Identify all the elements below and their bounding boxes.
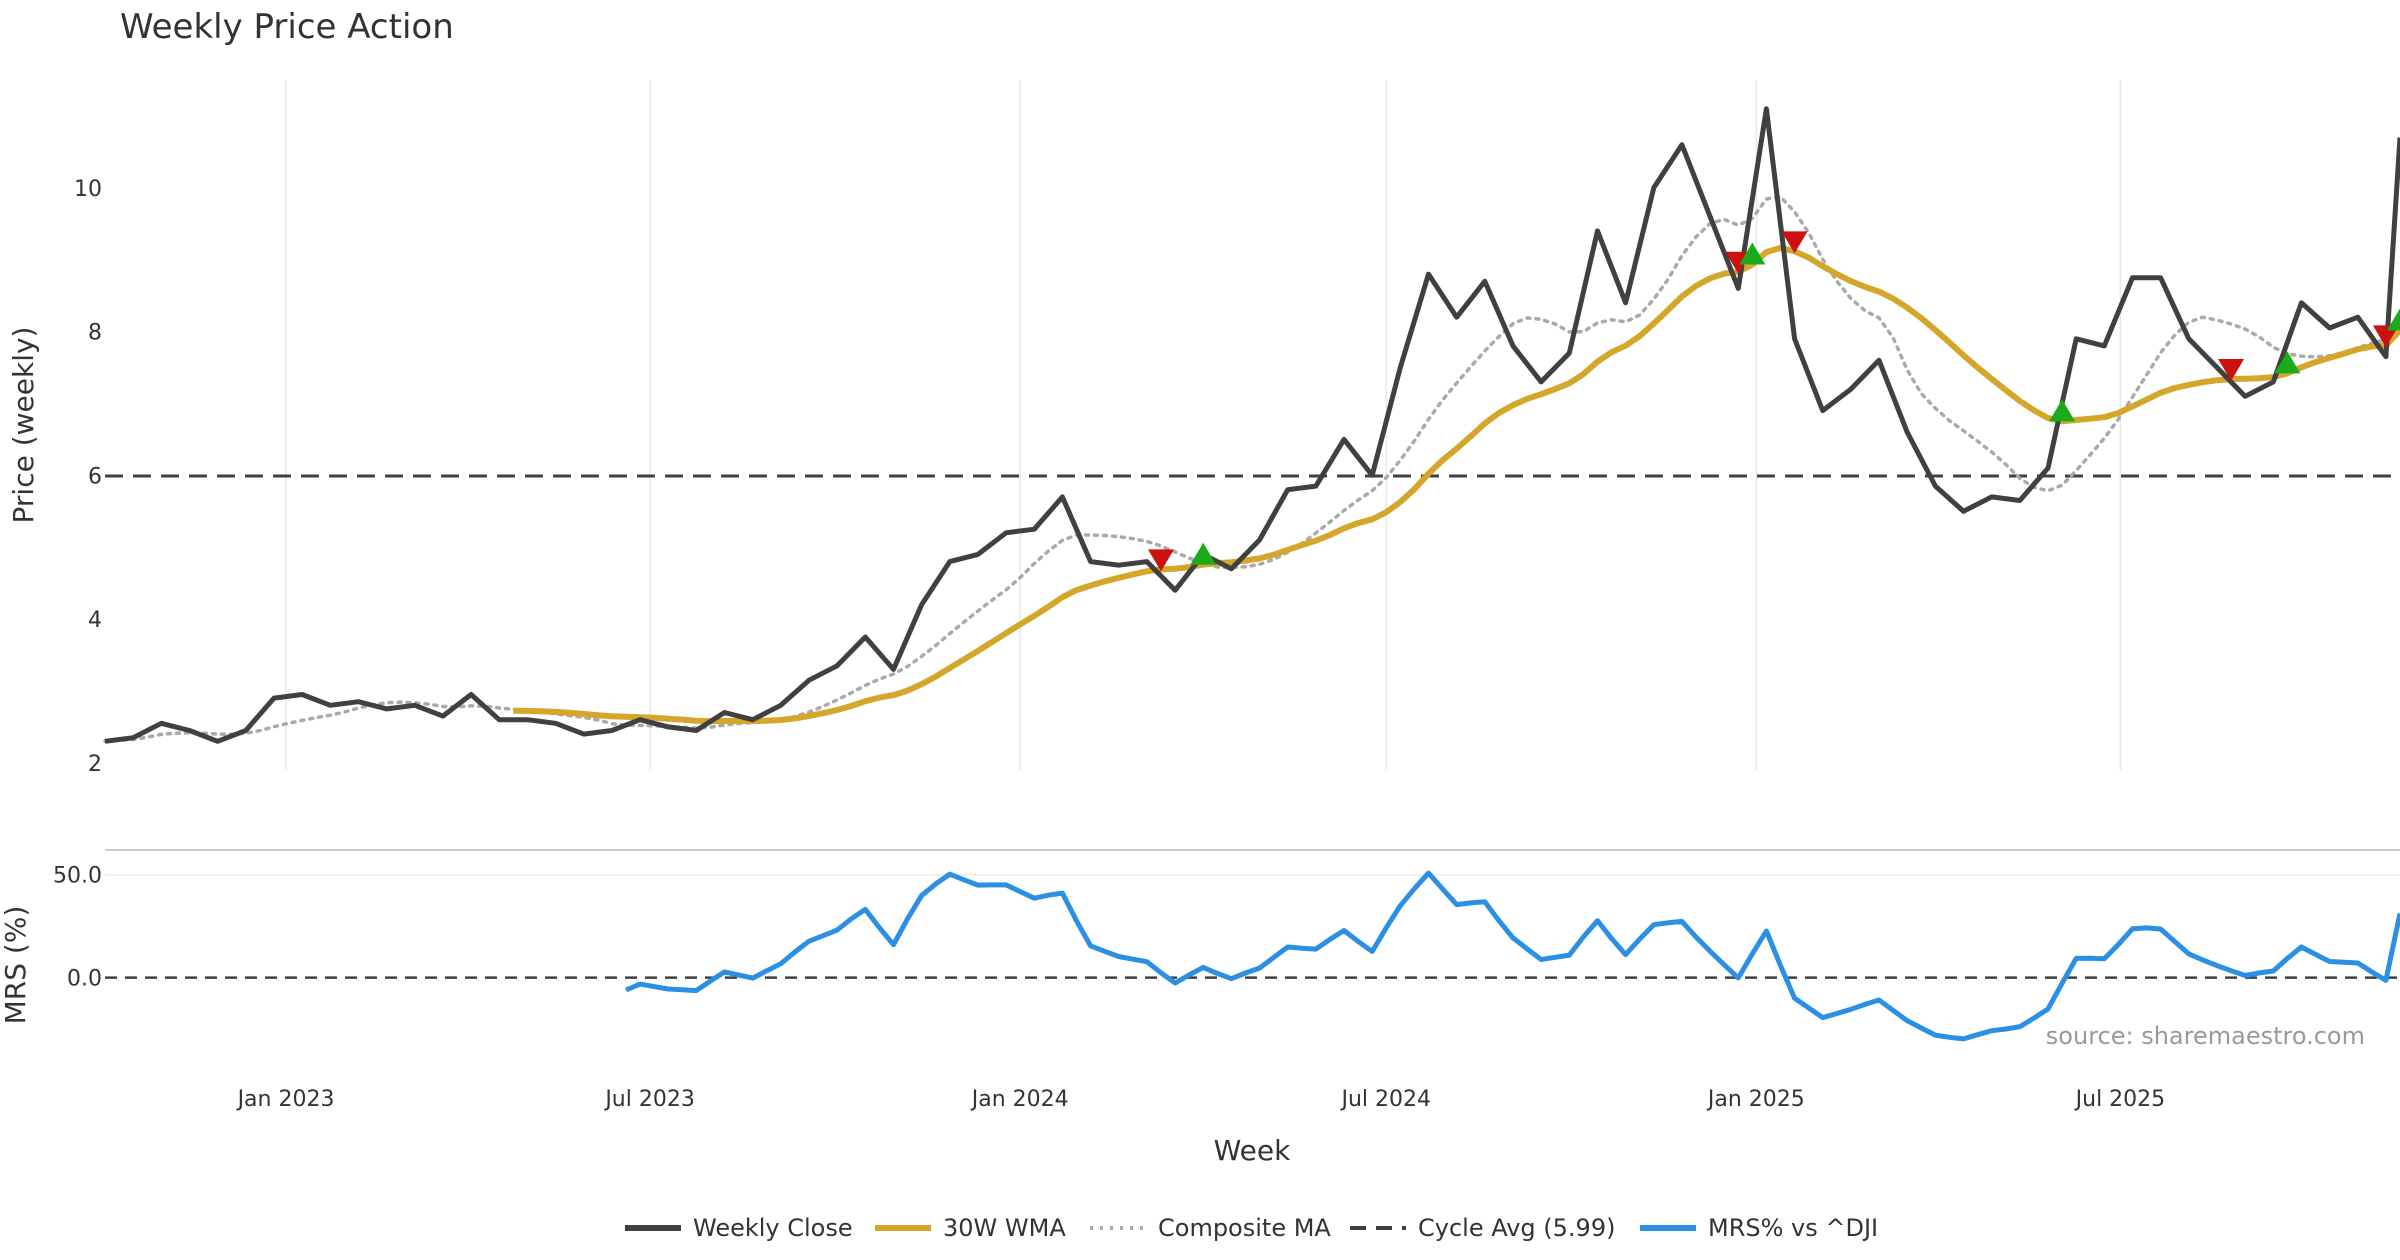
x-tick-label: Jan 2024	[970, 1087, 1069, 1112]
x-tick-label: Jan 2023	[236, 1087, 335, 1112]
sell-signal-marker	[2218, 359, 2245, 382]
legend-label: Cycle Avg (5.99)	[1418, 1214, 1615, 1242]
mrs-y-tick-label: 0.0	[67, 967, 102, 992]
price-y-tick-label: 6	[88, 464, 102, 489]
legend: Weekly Close 30W WMA Composite MA Cycle Avg…	[625, 1214, 1878, 1242]
series-layer	[103, 106, 2400, 1042]
x-tick-label: Jan 2025	[1706, 1087, 1805, 1112]
mrs-line	[625, 870, 2400, 1042]
weekly-close-line	[104, 106, 2400, 744]
price-y-tick-label: 4	[88, 608, 102, 633]
buy-signal-marker	[2387, 308, 2400, 331]
sell-signal-marker	[1147, 549, 1174, 572]
sell-signal-marker	[2372, 325, 2399, 348]
mrs-y-tick-label: 50.0	[53, 864, 102, 889]
source-label: source: sharemaestro.com	[2046, 1022, 2365, 1050]
x-tick-label: Jul 2025	[2074, 1087, 2166, 1112]
sell-signal-marker	[1781, 231, 1808, 254]
wma-30w-line	[513, 244, 2400, 725]
legend-label: 30W WMA	[943, 1214, 1066, 1242]
price-y-tick-label: 10	[74, 177, 102, 202]
buy-signal-marker	[1739, 242, 1766, 265]
chart-title: Weekly Price Action	[120, 7, 454, 47]
grid-layer	[105, 80, 2400, 876]
mrs-axis-title: MRS (%)	[0, 906, 32, 1025]
x-axis-title: Week	[1214, 1134, 1291, 1167]
price-y-tick-label: 2	[88, 752, 102, 777]
legend-label: Weekly Close	[693, 1214, 853, 1242]
x-tick-label: Jul 2023	[603, 1087, 695, 1112]
buy-signal-marker	[2274, 351, 2301, 374]
buy-signal-marker	[1190, 542, 1217, 565]
x-tick-label: Jul 2024	[1339, 1087, 1431, 1112]
legend-label: MRS% vs ^DJI	[1708, 1214, 1878, 1242]
buy-signal-marker	[2049, 399, 2076, 422]
price-axis-title: Price (weekly)	[7, 327, 40, 524]
tick-layer: Jan 2023 Jul 2023 Jan 2024 Jul 2024 Jan 2025…	[53, 177, 2165, 1112]
price-y-tick-label: 8	[88, 321, 102, 346]
legend-label: Composite MA	[1158, 1214, 1331, 1242]
